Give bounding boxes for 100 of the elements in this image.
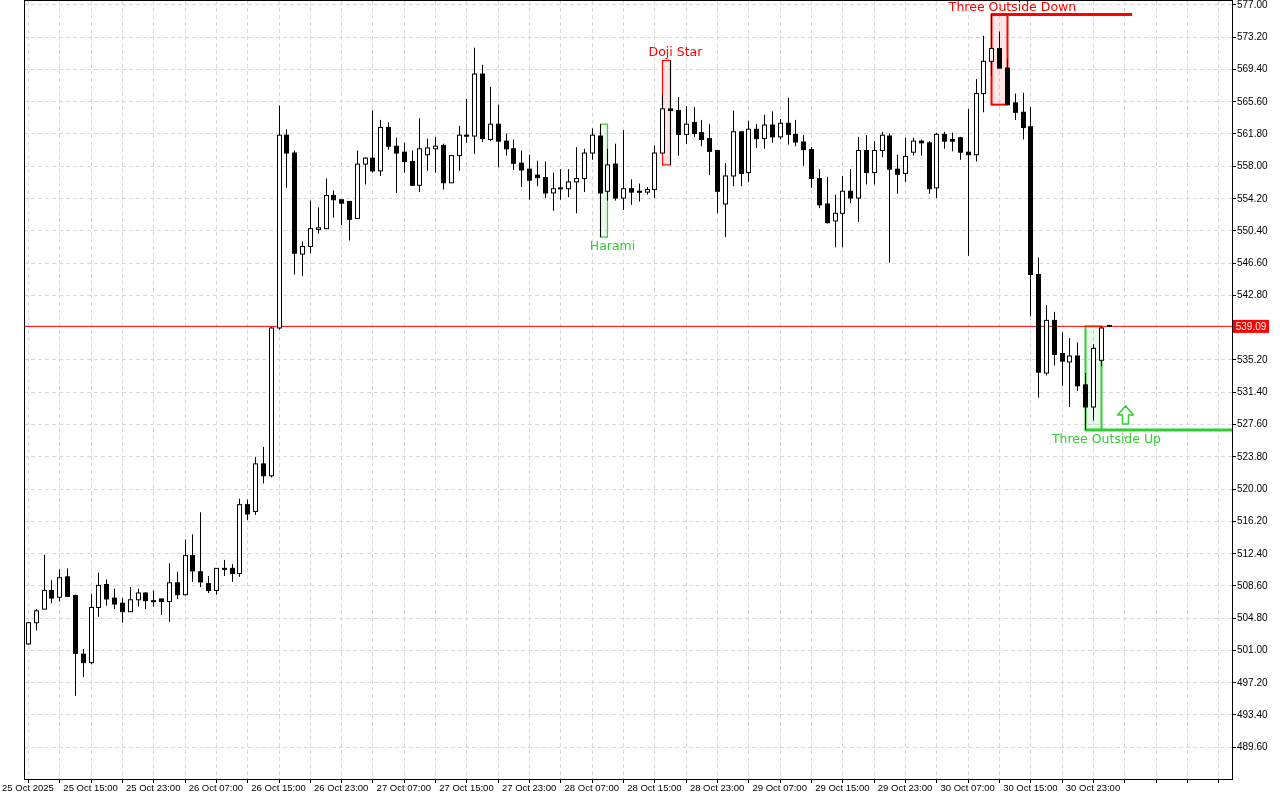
- candlestick: [527, 154, 532, 201]
- candlestick: [1083, 372, 1088, 431]
- y-tick-label: 569.40: [1237, 63, 1269, 75]
- candlestick: [167, 562, 172, 623]
- candlestick: [1067, 337, 1072, 408]
- candlestick: [699, 119, 704, 147]
- x-tick-label: 30 Oct 23:00: [1065, 782, 1121, 793]
- candlestick: [496, 104, 501, 168]
- candlestick: [903, 137, 908, 183]
- candlestick: [300, 240, 305, 277]
- candlestick: [950, 132, 955, 152]
- y-tick-label: 558.00: [1237, 160, 1269, 172]
- y-tick-label: 535.20: [1237, 353, 1269, 365]
- candlestick: [519, 149, 524, 188]
- candlestick: [57, 568, 62, 602]
- x-tick-label: 27 Oct 07:00: [376, 782, 432, 793]
- candlestick: [684, 105, 689, 145]
- candlestick: [128, 586, 133, 613]
- y-tick-label: 520.00: [1237, 483, 1269, 495]
- candlestick: [370, 110, 375, 174]
- x-tick-label: 26 Oct 23:00: [313, 782, 369, 793]
- candlestick: [629, 178, 634, 206]
- x-tick-label: 26 Oct 07:00: [188, 782, 244, 793]
- candlestick: [386, 121, 391, 151]
- band-label: Three Outside Down: [947, 0, 1077, 14]
- x-tick-label: 25 Oct 2025: [2, 782, 54, 793]
- y-tick-label: 489.60: [1237, 741, 1269, 753]
- candlestick: [801, 134, 806, 167]
- candlestick: [49, 579, 54, 604]
- y-tick-label: 508.60: [1237, 579, 1269, 591]
- x-tick-label: 27 Oct 23:00: [501, 782, 557, 793]
- y-tick-label: 512.40: [1237, 547, 1269, 559]
- x-tick-label: 29 Oct 07:00: [752, 782, 807, 793]
- candlestick: [880, 131, 885, 158]
- x-tick-label: 25 Oct 15:00: [63, 782, 118, 793]
- band-label: Harami: [589, 238, 636, 254]
- candlestick: [590, 127, 595, 161]
- x-tick-label: 25 Oct 23:00: [126, 782, 181, 793]
- y-tick-label: 542.80: [1237, 289, 1269, 301]
- candlestick: [65, 567, 70, 597]
- candlestick: [339, 199, 344, 226]
- candlestick: [504, 133, 509, 157]
- candlestick: [754, 123, 759, 149]
- candlestick: [997, 31, 1002, 69]
- candlestick: [347, 200, 352, 242]
- candlestick: [825, 176, 830, 225]
- y-tick-label: 565.60: [1237, 95, 1269, 107]
- candlestick: [363, 156, 368, 185]
- candlestick: [707, 123, 712, 176]
- y-tick-label: 573.20: [1237, 31, 1269, 43]
- candlestick: [284, 128, 289, 189]
- candlestick: [762, 114, 767, 150]
- candlestick: [676, 96, 681, 157]
- y-tick-label: 523.80: [1237, 450, 1269, 462]
- candlestick: [989, 14, 994, 77]
- candlestick: [543, 161, 548, 199]
- candlestick: [786, 97, 791, 146]
- candlestick: [410, 149, 415, 186]
- candlestick: [457, 125, 462, 172]
- x-tick-label: 26 Oct 15:00: [251, 782, 306, 793]
- candlestick: [668, 59, 673, 166]
- candlestick: [175, 571, 180, 600]
- candlestick: [425, 138, 430, 172]
- band-label: Doji Star: [648, 44, 704, 60]
- candlestick: [120, 597, 125, 624]
- candlestick: [535, 160, 540, 187]
- candlestick: [198, 511, 203, 588]
- candlestick: [402, 142, 407, 174]
- candlestick: [1060, 331, 1065, 387]
- candlestick: [551, 172, 556, 212]
- candlestick: [261, 446, 266, 484]
- candlestick: [848, 168, 853, 204]
- candlestick: [864, 134, 869, 185]
- x-tick-label: 30 Oct 15:00: [1003, 782, 1058, 793]
- y-tick-label: 531.40: [1237, 386, 1269, 398]
- candlestick: [558, 168, 563, 201]
- candlestick: [566, 168, 571, 198]
- y-tick-label: 554.20: [1237, 192, 1269, 204]
- x-tick-label: 30 Oct 07:00: [940, 782, 995, 793]
- candlestick: [574, 146, 579, 214]
- x-tick-label: 29 Oct 15:00: [815, 782, 870, 793]
- y-tick-label: 561.80: [1237, 128, 1269, 139]
- candlestick: [316, 206, 321, 235]
- x-tick-label: 28 Oct 23:00: [689, 782, 745, 793]
- y-tick-label: 516.20: [1237, 515, 1269, 527]
- candlestick: [464, 98, 469, 144]
- y-tick-label: 527.60: [1237, 418, 1269, 430]
- x-tick-label: 29 Oct 23:00: [877, 782, 933, 793]
- candlestick: [1013, 93, 1018, 121]
- candlestick: [793, 119, 798, 147]
- y-tick-label: 546.60: [1237, 257, 1269, 269]
- candlestick: [245, 499, 250, 521]
- y-tick-label: 501.00: [1237, 644, 1269, 656]
- x-tick-label: 28 Oct 07:00: [564, 782, 619, 793]
- candlestick: [511, 138, 516, 171]
- ref-line-label: 539.09: [1235, 320, 1267, 332]
- y-tick-label: 550.40: [1237, 224, 1269, 236]
- candlestick: [104, 578, 109, 607]
- candlestick: [621, 129, 626, 211]
- candlestick: [770, 110, 775, 144]
